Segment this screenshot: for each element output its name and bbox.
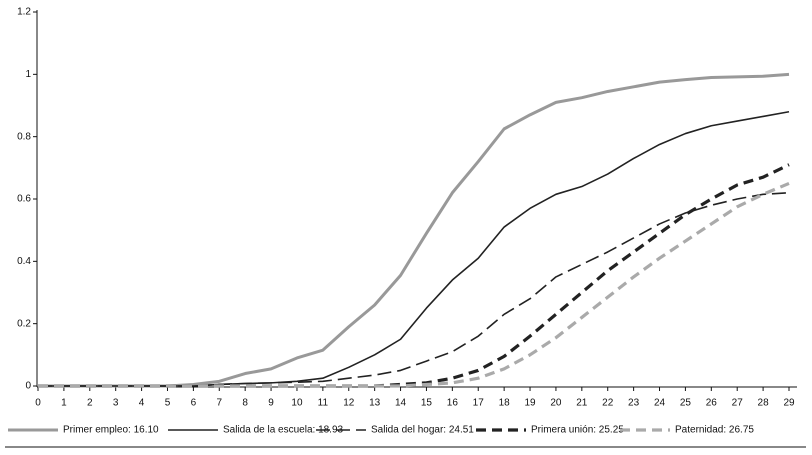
series-line [38,163,790,388]
legend-label: Primera unión: 25.25 [531,425,624,436]
x-tick-label: 23 [628,398,640,409]
x-tick-label: 17 [473,398,485,409]
x-tick-label: 14 [395,398,407,409]
x-tick-label: 7 [216,398,222,409]
x-tick-label: 11 [318,398,329,409]
x-tick-label: 3 [113,398,119,409]
x-tick-label: 19 [524,398,536,409]
x-tick-label: 26 [706,398,718,409]
legend-label: Salida del hogar: 24.51 [371,425,474,436]
x-tick-label: 0 [35,398,41,409]
x-tick-label: 28 [758,398,770,409]
y-tick-label: 1 [25,69,31,80]
x-tick-label: 1 [61,398,67,409]
x-tick-label: 8 [242,398,248,409]
x-tick-label: 6 [191,398,197,409]
x-tick-label: 4 [139,398,145,409]
x-tick-label: 18 [499,398,511,409]
y-tick-label: 0.8 [17,131,31,142]
series-line [38,72,790,388]
x-tick-label: 9 [268,398,274,409]
legend-label: Salida de la escuela: 18.93 [223,425,344,436]
x-tick-label: 5 [165,398,171,409]
series-line [38,191,790,387]
legend-label: Paternidad: 26.75 [675,425,754,436]
x-tick-label: 2 [87,398,93,409]
x-tick-label: 12 [343,398,355,409]
x-tick-label: 21 [576,398,588,409]
x-tick-label: 13 [369,398,381,409]
x-tick-label: 24 [654,398,666,409]
x-tick-label: 20 [550,398,562,409]
x-tick-label: 10 [291,398,303,409]
x-tick-label: 27 [732,398,744,409]
y-tick-label: 1.2 [17,7,31,18]
y-tick-label: 0.6 [17,194,31,205]
y-tick-label: 0.2 [17,318,31,329]
y-tick-label: 0.4 [17,256,31,267]
y-tick-label: 0 [25,381,31,392]
series-line [38,181,790,388]
x-tick-label: 25 [680,398,692,409]
x-tick-label: 16 [447,398,459,409]
legend-label: Primer empleo: 16.10 [63,425,159,436]
x-tick-label: 15 [421,398,433,409]
x-tick-label: 29 [783,398,795,409]
x-tick-label: 22 [602,398,614,409]
